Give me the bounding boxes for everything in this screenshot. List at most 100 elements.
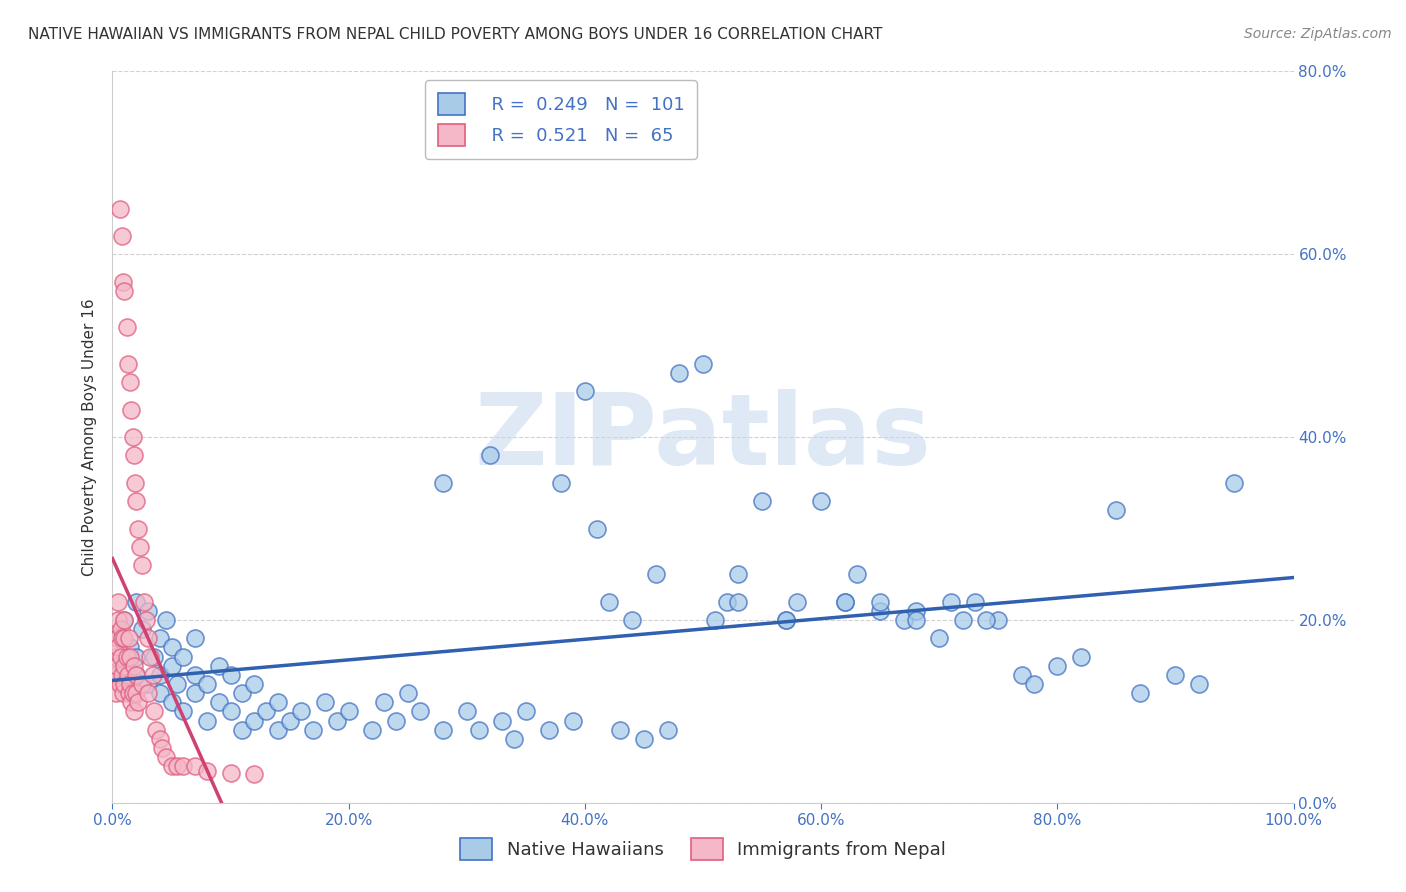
Point bbox=[337, 705, 360, 719]
Point bbox=[219, 667, 242, 681]
Point bbox=[105, 686, 128, 700]
Point bbox=[108, 202, 131, 216]
Point bbox=[644, 567, 666, 582]
Point bbox=[1105, 503, 1128, 517]
Point bbox=[145, 723, 167, 737]
Point bbox=[254, 705, 277, 719]
Point bbox=[149, 632, 172, 646]
Point bbox=[208, 695, 231, 709]
Point bbox=[136, 632, 159, 646]
Point bbox=[125, 594, 148, 608]
Point bbox=[172, 759, 194, 773]
Point bbox=[131, 677, 153, 691]
Legend: Native Hawaiians, Immigrants from Nepal: Native Hawaiians, Immigrants from Nepal bbox=[453, 830, 953, 867]
Point bbox=[117, 357, 139, 371]
Point bbox=[111, 658, 134, 673]
Point bbox=[127, 695, 149, 709]
Point bbox=[231, 723, 253, 737]
Point bbox=[385, 714, 408, 728]
Point bbox=[987, 613, 1010, 627]
Point bbox=[491, 714, 513, 728]
Point bbox=[142, 649, 165, 664]
Point bbox=[134, 594, 156, 608]
Point bbox=[621, 613, 644, 627]
Point bbox=[104, 667, 127, 681]
Point bbox=[125, 494, 148, 508]
Point bbox=[893, 613, 915, 627]
Point bbox=[314, 695, 336, 709]
Point bbox=[727, 567, 749, 582]
Point bbox=[120, 695, 142, 709]
Point bbox=[361, 723, 384, 737]
Point bbox=[609, 723, 631, 737]
Point bbox=[112, 632, 135, 646]
Point bbox=[195, 714, 218, 728]
Point bbox=[302, 723, 325, 737]
Point bbox=[112, 686, 135, 700]
Point bbox=[107, 632, 129, 646]
Point bbox=[267, 695, 290, 709]
Point bbox=[125, 667, 148, 681]
Point bbox=[118, 686, 141, 700]
Point bbox=[668, 366, 690, 380]
Point bbox=[845, 567, 868, 582]
Point bbox=[184, 686, 207, 700]
Point bbox=[160, 759, 183, 773]
Point bbox=[515, 705, 537, 719]
Point bbox=[243, 677, 266, 691]
Point bbox=[122, 705, 145, 719]
Point bbox=[396, 686, 419, 700]
Point bbox=[131, 558, 153, 573]
Point bbox=[869, 594, 891, 608]
Point bbox=[503, 731, 526, 746]
Point bbox=[1046, 658, 1069, 673]
Point bbox=[727, 594, 749, 608]
Point bbox=[231, 686, 253, 700]
Point bbox=[373, 695, 395, 709]
Point bbox=[135, 613, 157, 627]
Point bbox=[751, 494, 773, 508]
Point bbox=[120, 649, 142, 664]
Point bbox=[810, 494, 832, 508]
Point bbox=[120, 640, 142, 655]
Point bbox=[195, 764, 218, 778]
Point bbox=[160, 640, 183, 655]
Point bbox=[208, 658, 231, 673]
Point bbox=[122, 658, 145, 673]
Point bbox=[108, 677, 131, 691]
Point bbox=[105, 649, 128, 664]
Point bbox=[928, 632, 950, 646]
Point bbox=[120, 375, 142, 389]
Point bbox=[150, 740, 173, 755]
Point bbox=[112, 677, 135, 691]
Point bbox=[117, 667, 139, 681]
Point bbox=[657, 723, 679, 737]
Point bbox=[160, 658, 183, 673]
Point bbox=[408, 705, 430, 719]
Point bbox=[142, 705, 165, 719]
Point bbox=[1022, 677, 1045, 691]
Point bbox=[1129, 686, 1152, 700]
Point bbox=[290, 705, 312, 719]
Point bbox=[456, 705, 478, 719]
Point bbox=[136, 604, 159, 618]
Point bbox=[136, 686, 159, 700]
Point bbox=[219, 765, 242, 780]
Point bbox=[467, 723, 489, 737]
Point bbox=[166, 759, 188, 773]
Point bbox=[243, 767, 266, 781]
Point bbox=[598, 594, 620, 608]
Text: NATIVE HAWAIIAN VS IMMIGRANTS FROM NEPAL CHILD POVERTY AMONG BOYS UNDER 16 CORRE: NATIVE HAWAIIAN VS IMMIGRANTS FROM NEPAL… bbox=[28, 27, 883, 42]
Point bbox=[184, 632, 207, 646]
Point bbox=[219, 705, 242, 719]
Point bbox=[562, 714, 585, 728]
Point bbox=[184, 759, 207, 773]
Point bbox=[184, 667, 207, 681]
Point bbox=[585, 521, 607, 535]
Point bbox=[786, 594, 808, 608]
Point bbox=[976, 613, 998, 627]
Point bbox=[128, 540, 150, 554]
Point bbox=[267, 723, 290, 737]
Point bbox=[105, 658, 128, 673]
Point bbox=[1011, 667, 1033, 681]
